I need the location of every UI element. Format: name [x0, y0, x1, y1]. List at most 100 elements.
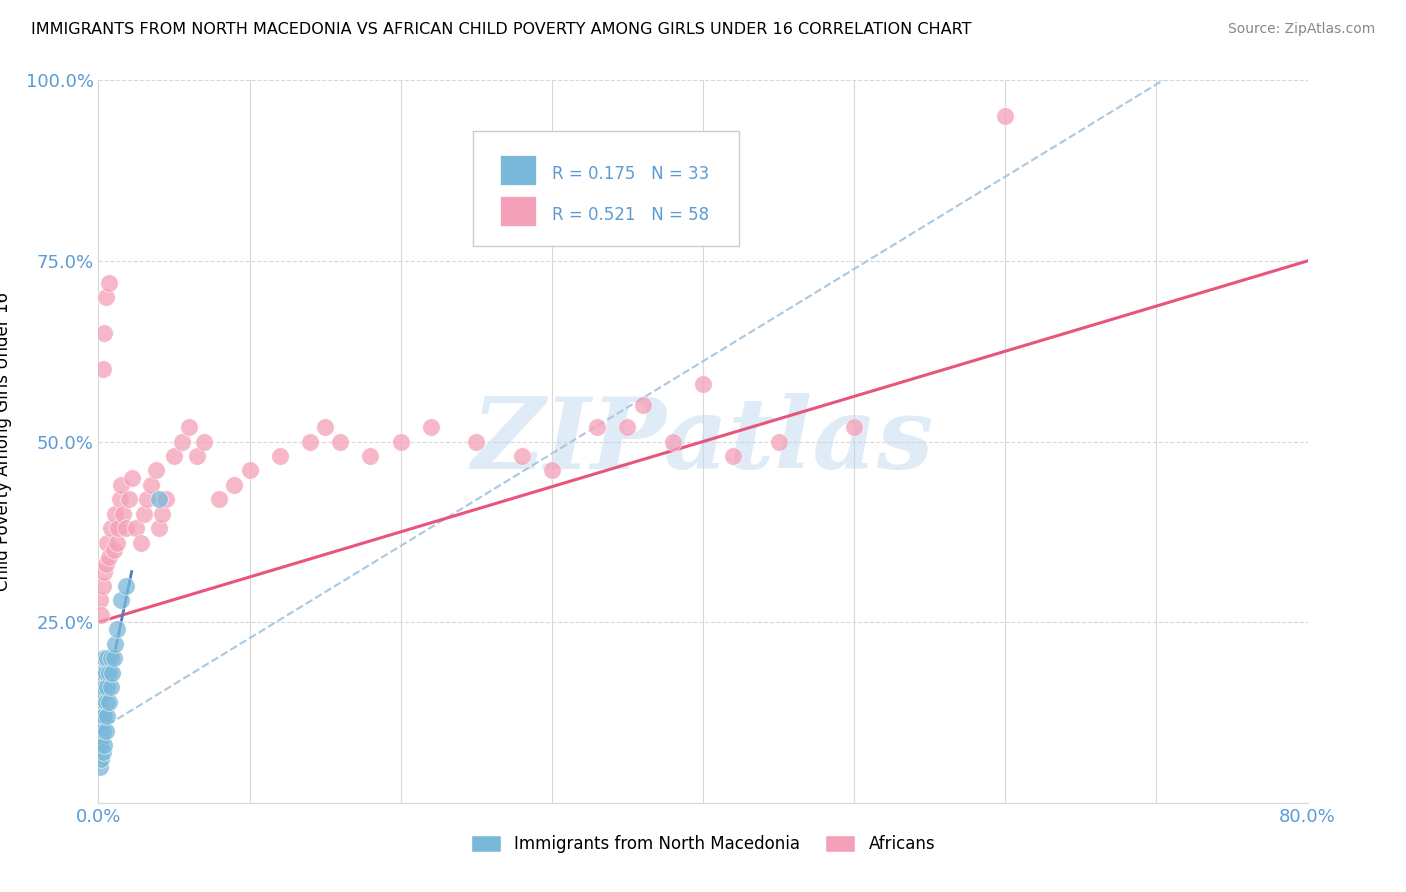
Point — [104, 507, 127, 521]
FancyBboxPatch shape — [501, 154, 536, 185]
Point — [129, 535, 152, 549]
Point — [125, 521, 148, 535]
Point — [148, 492, 170, 507]
Point — [994, 110, 1017, 124]
Text: ZIPatlas: ZIPatlas — [472, 393, 934, 490]
Point — [105, 535, 128, 549]
Point — [90, 702, 112, 716]
Point — [121, 470, 143, 484]
Point — [186, 449, 208, 463]
Point — [586, 420, 609, 434]
Point — [100, 521, 122, 535]
Point — [208, 492, 231, 507]
Point — [94, 665, 117, 680]
Point — [93, 326, 115, 340]
Text: R = 0.175   N = 33: R = 0.175 N = 33 — [551, 165, 709, 183]
Point — [360, 449, 382, 463]
FancyBboxPatch shape — [501, 196, 536, 227]
Point — [132, 507, 155, 521]
Point — [465, 434, 488, 449]
Point — [91, 709, 114, 723]
Point — [723, 449, 745, 463]
Point — [224, 478, 246, 492]
Point — [96, 680, 118, 694]
Point — [96, 709, 118, 723]
Point — [94, 290, 117, 304]
Point — [98, 550, 121, 565]
Y-axis label: Child Poverty Among Girls Under 16: Child Poverty Among Girls Under 16 — [0, 292, 11, 591]
Point — [389, 434, 412, 449]
Point — [510, 449, 533, 463]
Point — [98, 276, 121, 290]
Point — [110, 593, 132, 607]
Point — [91, 362, 114, 376]
Point — [93, 565, 115, 579]
Point — [104, 637, 127, 651]
Point — [101, 665, 124, 680]
Point — [93, 709, 115, 723]
Point — [150, 507, 173, 521]
Point — [844, 420, 866, 434]
Point — [135, 492, 157, 507]
Point — [103, 542, 125, 557]
Point — [91, 723, 114, 738]
Point — [103, 651, 125, 665]
Text: R = 0.521   N = 58: R = 0.521 N = 58 — [551, 206, 709, 225]
Point — [89, 593, 111, 607]
Point — [540, 463, 562, 477]
Point — [100, 680, 122, 694]
Point — [91, 745, 114, 759]
Point — [90, 607, 112, 622]
Point — [96, 651, 118, 665]
Point — [141, 478, 163, 492]
Point — [111, 507, 134, 521]
Point — [98, 695, 121, 709]
Point — [89, 723, 111, 738]
Point — [616, 420, 638, 434]
Point — [100, 651, 122, 665]
Point — [155, 492, 177, 507]
FancyBboxPatch shape — [474, 131, 740, 246]
Point — [118, 492, 141, 507]
Point — [692, 376, 714, 391]
Point — [110, 478, 132, 492]
Point — [107, 521, 129, 535]
Point — [93, 680, 115, 694]
Point — [96, 535, 118, 549]
Point — [314, 420, 336, 434]
Point — [98, 665, 121, 680]
Point — [93, 651, 115, 665]
Point — [661, 434, 683, 449]
Point — [114, 521, 136, 535]
Point — [93, 738, 115, 752]
Point — [89, 760, 111, 774]
Point — [145, 463, 167, 477]
Point — [768, 434, 790, 449]
Point — [179, 420, 201, 434]
Point — [163, 449, 186, 463]
Point — [91, 579, 114, 593]
Point — [239, 463, 262, 477]
Point — [329, 434, 352, 449]
Point — [269, 449, 291, 463]
Point — [170, 434, 193, 449]
Point — [90, 731, 112, 745]
Point — [90, 752, 112, 766]
Point — [94, 695, 117, 709]
Point — [193, 434, 215, 449]
Point — [105, 623, 128, 637]
Point — [91, 687, 114, 701]
Point — [90, 716, 112, 731]
Point — [420, 420, 443, 434]
Point — [94, 723, 117, 738]
Point — [108, 492, 131, 507]
Legend: Immigrants from North Macedonia, Africans: Immigrants from North Macedonia, African… — [464, 828, 942, 860]
Text: Source: ZipAtlas.com: Source: ZipAtlas.com — [1227, 22, 1375, 37]
Text: IMMIGRANTS FROM NORTH MACEDONIA VS AFRICAN CHILD POVERTY AMONG GIRLS UNDER 16 CO: IMMIGRANTS FROM NORTH MACEDONIA VS AFRIC… — [31, 22, 972, 37]
Point — [91, 665, 114, 680]
Point — [94, 558, 117, 572]
Point — [114, 579, 136, 593]
Point — [89, 738, 111, 752]
Point — [631, 398, 654, 412]
Point — [299, 434, 322, 449]
